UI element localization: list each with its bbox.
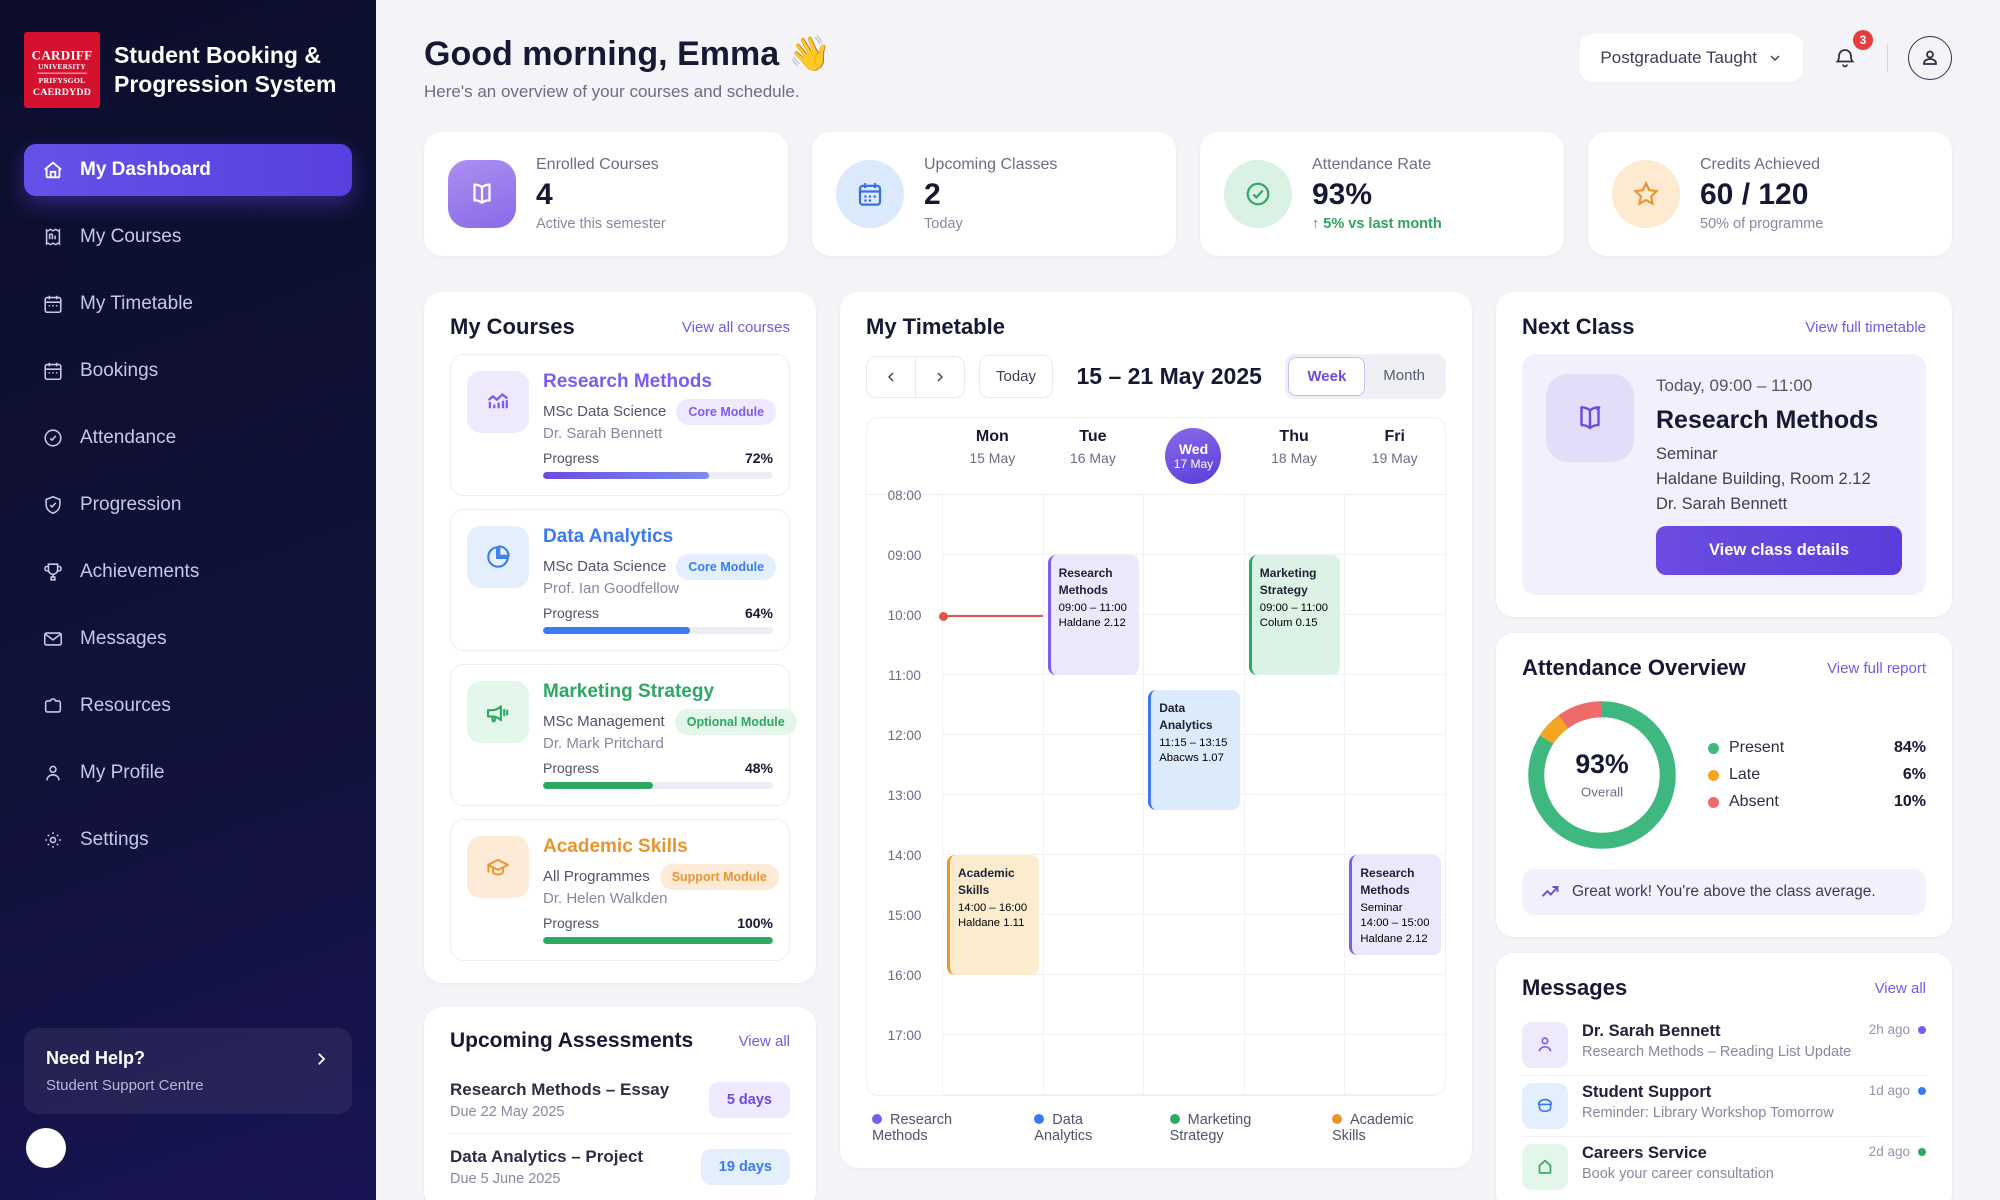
svg-text:PRIFYSGOL: PRIFYSGOL (39, 76, 86, 85)
svg-text:CARDIFF: CARDIFF (32, 47, 93, 62)
svg-text:Overall: Overall (1581, 784, 1623, 799)
svg-text:UNIVERSITY: UNIVERSITY (38, 63, 86, 71)
svg-text:93%: 93% (1575, 749, 1628, 779)
svg-text:CAERDYDD: CAERDYDD (33, 87, 91, 98)
